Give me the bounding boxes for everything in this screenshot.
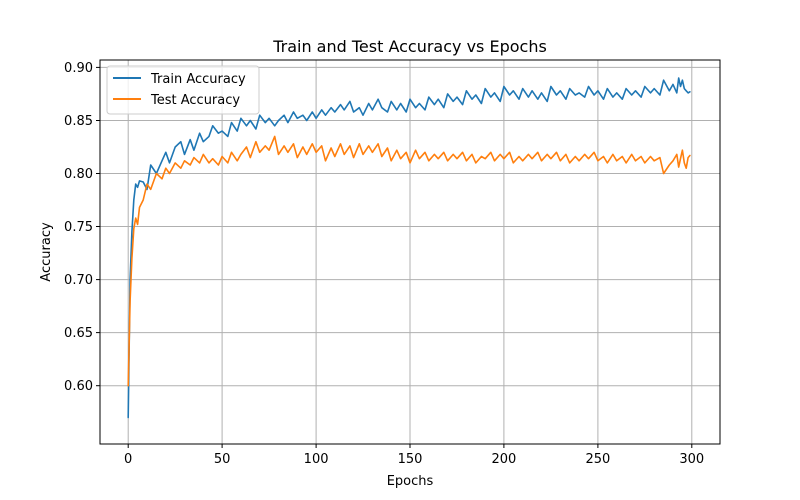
- y-tick-label: 0.65: [64, 326, 93, 341]
- chart-title: Train and Test Accuracy vs Epochs: [272, 37, 547, 56]
- y-tick-label: 0.85: [64, 114, 93, 129]
- x-tick-label: 0: [124, 452, 132, 467]
- x-tick-label: 250: [585, 452, 610, 467]
- grid: [100, 60, 720, 444]
- legend: Train Accuracy Test Accuracy: [106, 65, 260, 115]
- y-tick-label: 0.75: [64, 220, 93, 235]
- axis-ticks: 0 50 100 150 200 250 300 0.60 0.65 0.70 0.75 0.80 0.…: [64, 61, 704, 467]
- y-tick-label: 0.90: [64, 61, 93, 76]
- y-tick-label: 0.70: [64, 273, 93, 288]
- x-axis-label: Epochs: [387, 474, 434, 489]
- x-tick-label: 50: [214, 452, 231, 467]
- y-axis-label: Accuracy: [39, 222, 54, 282]
- series-layer: [127, 77, 691, 419]
- x-tick-label: 300: [679, 452, 704, 467]
- series-line-test-accuracy: [127, 135, 691, 387]
- legend-label-train: Train Accuracy: [150, 72, 246, 87]
- legend-label-test: Test Accuracy: [150, 93, 240, 108]
- y-tick-label: 0.60: [64, 379, 93, 394]
- y-tick-label: 0.80: [64, 167, 93, 182]
- x-tick-label: 150: [398, 452, 423, 467]
- legend-box: [106, 65, 260, 115]
- x-tick-label: 100: [304, 452, 329, 467]
- x-tick-label: 200: [491, 452, 516, 467]
- series-line-train-accuracy: [127, 77, 691, 419]
